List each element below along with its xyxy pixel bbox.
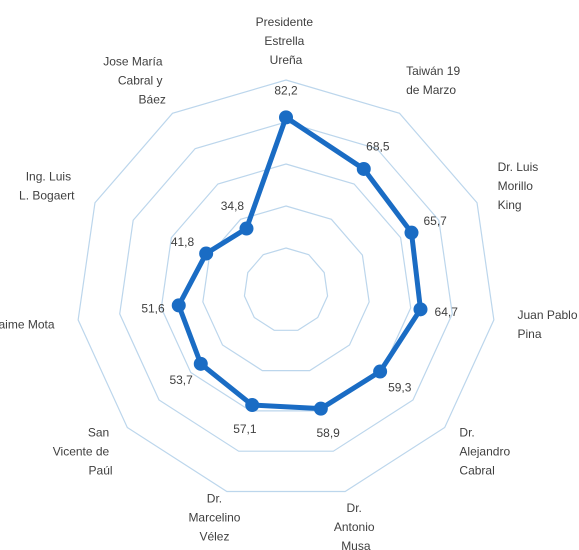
- grid-ring: [119, 121, 453, 452]
- marker: [171, 298, 186, 313]
- grid-ring: [243, 247, 329, 331]
- category-label: Dr. Luis Morillo King: [498, 160, 542, 212]
- marker: [199, 246, 214, 261]
- data-label: 64,7: [435, 305, 459, 319]
- data-label: 65,7: [423, 214, 447, 228]
- marker: [413, 302, 428, 317]
- marker: [313, 401, 328, 416]
- marker: [279, 110, 293, 125]
- category-label: Dr. Marcelino Vélez Santana: [188, 492, 243, 550]
- category-label: Jaime Mota: [0, 317, 55, 331]
- data-label: 57,1: [233, 422, 257, 436]
- marker: [239, 221, 254, 236]
- category-label: San Vicente de Paúl: [53, 426, 113, 478]
- series-line: [176, 114, 423, 412]
- category-label: Dr. Alejandro Cabral: [459, 426, 513, 478]
- data-label: 51,6: [141, 301, 165, 315]
- category-label: Ing. Luis L. Bogaert: [19, 170, 75, 203]
- marker: [245, 398, 260, 413]
- marker: [356, 161, 371, 176]
- category-label: Taiwán 19 de Marzo: [406, 64, 463, 97]
- category-label: Presidente Estrella Ureña: [256, 15, 317, 67]
- grid-ring: [160, 163, 412, 412]
- data-label: 68,5: [366, 139, 390, 153]
- data-label: 41,8: [171, 235, 195, 249]
- category-label: Jose María Cabral y Báez: [103, 55, 166, 107]
- data-label: 34,8: [221, 199, 245, 213]
- data-label: 59,3: [388, 381, 412, 395]
- marker: [193, 356, 208, 371]
- marker: [373, 364, 388, 379]
- category-label: Juan Pablo Pina: [517, 308, 579, 341]
- grid-ring: [202, 205, 370, 372]
- category-label: Dr. Antonio Musa: [334, 501, 378, 550]
- data-label: 82,2: [274, 84, 298, 98]
- marker: [404, 225, 419, 240]
- grid-ring: [77, 79, 495, 493]
- data-label: 58,9: [316, 426, 340, 440]
- data-label: 53,7: [169, 373, 193, 387]
